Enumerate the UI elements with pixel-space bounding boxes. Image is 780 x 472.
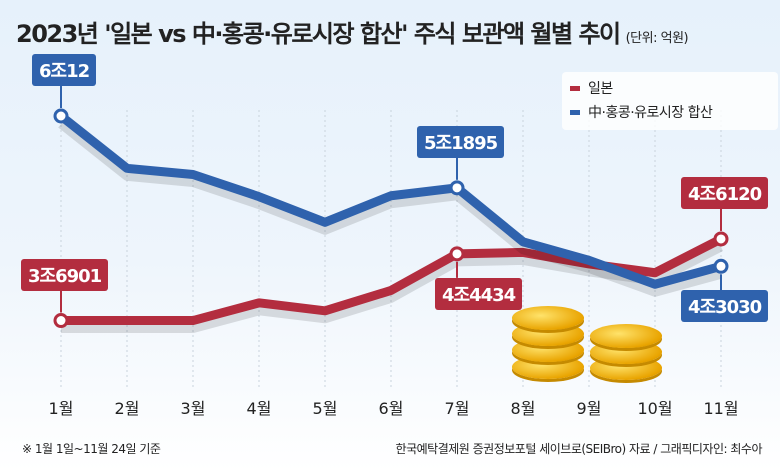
data-label: 3조6901 (21, 258, 109, 291)
x-tick-label: 11월 (703, 399, 738, 418)
chart-title: 2023년 '일본 vs 中·홍콩·유로시장 합산' 주식 보관액 월별 추이 (… (16, 14, 689, 49)
legend-swatch (570, 85, 580, 91)
legend-item-combined: 中·홍콩·유로시장 합산 (570, 100, 770, 124)
legend-label: 일본 (588, 81, 613, 97)
coin-icon (590, 324, 662, 348)
x-tick-label: 3월 (181, 399, 206, 418)
data-point-marker (53, 313, 69, 329)
legend-label: 中·홍콩·유로시장 합산 (588, 105, 713, 121)
data-label: 5조1895 (417, 125, 505, 158)
x-tick-label: 5월 (313, 399, 338, 418)
data-point-marker (713, 258, 729, 274)
series-shadow (60, 242, 724, 334)
x-tick-label: 7월 (445, 399, 470, 418)
x-tick-label: 2월 (115, 399, 140, 418)
legend-item-japan: 일본 (570, 76, 770, 100)
series-shadow (58, 120, 723, 297)
series-line-1 (58, 112, 723, 289)
data-point-marker (53, 108, 69, 124)
x-tick-label: 4월 (247, 399, 272, 418)
data-point-marker (713, 231, 729, 247)
data-label: 4조4434 (435, 277, 523, 310)
data-point-marker (449, 246, 465, 262)
data-label: 6조12 (32, 54, 97, 86)
x-tick-label: 1월 (49, 399, 74, 418)
data-label: 4조3030 (681, 290, 769, 323)
legend-swatch (570, 109, 580, 115)
x-tick-label: 8월 (511, 399, 536, 418)
footnote: ※ 1월 1일~11월 24일 기준 (22, 442, 161, 456)
legend: 일본 中·홍콩·유로시장 합산 (562, 72, 778, 130)
title-text: 2023년 '일본 vs 中·홍콩·유로시장 합산' 주식 보관액 월별 추이 (16, 20, 621, 48)
x-tick-label: 9월 (577, 399, 602, 418)
unit-label: (단위: 억원) (625, 31, 689, 46)
source-credit: 한국예탁결제원 증권정보포털 세이브로(SEIBro) 자료 / 그래픽디자인:… (395, 442, 763, 456)
data-label: 4조6120 (681, 176, 769, 209)
x-tick-label: 6월 (379, 399, 404, 418)
coin-icon (512, 306, 584, 330)
x-tick-label: 10월 (637, 399, 672, 418)
data-point-marker (449, 180, 465, 196)
